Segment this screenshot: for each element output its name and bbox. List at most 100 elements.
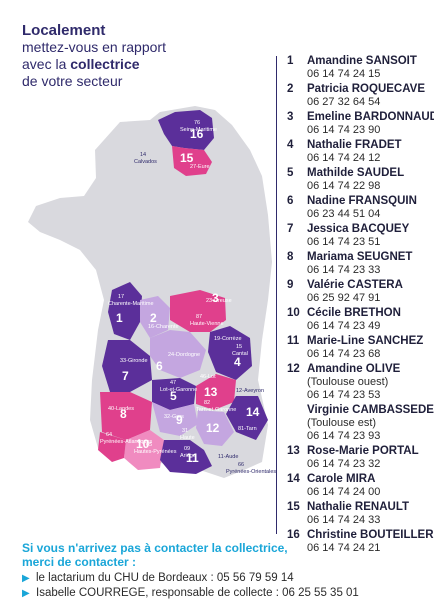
contact-item: 15 Nathalie RENAULT 06 14 74 24 33 xyxy=(287,501,429,527)
contact-name: Mariama SEUGNET xyxy=(307,251,413,263)
map-number: 5 xyxy=(170,389,177,403)
dept-label: Tarn-et-Garonne xyxy=(196,407,236,413)
dept-label: Charente-Maritime xyxy=(108,301,154,307)
contact-item: 5 Mathilde SAUDEL 06 14 74 22 98 xyxy=(287,167,429,193)
dept-label: 40-Landes xyxy=(108,406,134,412)
footer: Si vous n'arrivez pas à contacter la col… xyxy=(22,541,422,601)
france-map: 16 15 1 2 3 4 6 7 5 13 14 8 9 12 10 11 7… xyxy=(28,106,276,478)
map-number: 15 xyxy=(180,151,194,165)
triangle-right-icon: ▶ xyxy=(22,573,30,584)
intro-line-3-pre: avec la xyxy=(22,56,71,72)
footer-title-2: merci de contacter : xyxy=(22,555,137,569)
contact-number: 14 xyxy=(287,473,300,485)
contact-item: 9 Valérie CASTERA 06 25 92 47 91 xyxy=(287,279,429,305)
zone-5 xyxy=(152,378,196,410)
footer-title-1: Si vous n'arrivez pas à contacter la col… xyxy=(22,541,288,555)
dept-label: 47 xyxy=(170,380,176,386)
dept-label: 14 xyxy=(140,152,146,158)
dept-label: 81-Tarn xyxy=(238,426,257,432)
dept-label: Cantal xyxy=(232,351,248,357)
map-number: 6 xyxy=(156,359,163,373)
zone-1 xyxy=(108,282,142,340)
intro-title: Localement xyxy=(22,22,106,39)
contact-item: 4 Nathalie FRADET 06 14 74 24 12 xyxy=(287,139,429,165)
map-number: 13 xyxy=(204,385,218,399)
contact-phone: 06 14 74 23 93 xyxy=(307,430,381,442)
intro-line-2: mettez-vous en rapport xyxy=(22,39,166,55)
contact-phone: 06 23 44 51 04 xyxy=(307,208,381,220)
dept-label: 23-Creuse xyxy=(206,298,232,304)
contact-phone: 06 14 74 24 21 xyxy=(307,542,381,554)
zone-8 xyxy=(100,392,152,440)
contact-item: 14 Carole MIRA 06 14 74 24 00 xyxy=(287,473,429,499)
map-number: 11 xyxy=(186,451,199,465)
dept-label: Pyrénées-Orientales xyxy=(226,469,276,475)
contact-item: 1 Amandine SANSOIT 06 14 74 24 15 xyxy=(287,55,429,81)
footer-contact-responsable: ▶ Isabelle COURREGE, responsable de coll… xyxy=(22,586,422,601)
contact-number: 11 xyxy=(287,335,300,347)
zone-9 xyxy=(152,402,198,436)
dept-label: 66 xyxy=(238,462,244,468)
footer-contact-lactarium: ▶ le lactarium du CHU de Bordeaux : 05 5… xyxy=(22,571,422,586)
contact-name: Mathilde SAUDEL xyxy=(307,167,405,179)
contact-name: Marie-Line SANCHEZ xyxy=(307,335,424,347)
contact-number: 16 xyxy=(287,529,300,541)
zone-12 xyxy=(196,410,234,446)
dept-label: 82 xyxy=(204,400,210,406)
dept-label: 19-Corrèze xyxy=(214,336,242,342)
contact-number: 4 xyxy=(287,139,294,151)
contact-number: 1 xyxy=(287,55,294,67)
contact-number: 3 xyxy=(287,111,294,123)
dept-label: Hautes-Pyrénées xyxy=(134,449,177,455)
contact-name: Christine BOUTEILLER xyxy=(307,529,434,541)
dept-label: 27-Eure xyxy=(190,164,210,170)
dept-label: 64 xyxy=(106,432,112,438)
dept-label: 24-Dordogne xyxy=(168,352,200,358)
zone-15 xyxy=(172,146,212,176)
contact-name: Cécile BRETHON xyxy=(307,307,401,319)
contact-name: Virginie CAMBASSEDES xyxy=(307,404,434,416)
dept-label: Pyrénées-Atlantiques xyxy=(100,439,153,445)
intro-line-3-bold: collectrice xyxy=(70,56,140,72)
map-number: 4 xyxy=(234,355,241,369)
dept-label: Haute xyxy=(180,435,195,441)
dept-label: 17 xyxy=(118,294,124,300)
map-number: 9 xyxy=(176,413,183,427)
zone-pyrenees xyxy=(98,432,126,462)
map-number: 16 xyxy=(190,127,204,141)
contact-number: 7 xyxy=(287,223,294,235)
contact-name: Carole MIRA xyxy=(307,473,376,485)
zone-7 xyxy=(102,340,152,392)
contact-note: (Toulouse est) xyxy=(307,417,377,429)
contact-number: 5 xyxy=(287,167,294,179)
contact-number: 2 xyxy=(287,83,294,95)
contact-item: 10 Cécile BRETHON 06 14 74 23 49 xyxy=(287,307,429,333)
contact-phone: 06 14 74 23 51 xyxy=(307,236,381,248)
contact-item: 8 Mariama SEUGNET 06 14 74 23 33 xyxy=(287,251,429,277)
contact-list: 1 Amandine SANSOIT 06 14 74 24 15 2 Patricia… xyxy=(287,55,434,557)
dept-label: 16-Charente xyxy=(148,324,179,330)
zone-14 xyxy=(226,396,268,440)
map-number: 2 xyxy=(150,311,157,325)
map-number: 14 xyxy=(246,405,260,419)
contact-phone: 06 25 92 47 91 xyxy=(307,292,381,304)
dept-label: 33-Gironde xyxy=(120,358,148,364)
contact-phone: 06 27 32 64 54 xyxy=(307,96,381,108)
contact-name: Amandine SANSOIT xyxy=(307,55,417,67)
contact-phone: 06 14 74 24 15 xyxy=(307,68,381,80)
contact-name: Valérie CASTERA xyxy=(307,279,403,291)
contact-item: 3 Emeline BARDONNAUD 06 14 74 23 90 xyxy=(287,111,434,137)
intro-text: Localement mettez-vous en rapport avec l… xyxy=(22,22,262,90)
contact-number: 12 xyxy=(287,363,300,375)
intro-line-3: avec la collectrice xyxy=(22,56,262,73)
contact-item: 6 Nadine FRANSQUIN 06 23 44 51 04 xyxy=(287,195,429,221)
dept-label: 76 xyxy=(194,120,200,126)
zone-11 xyxy=(160,440,212,474)
dept-label: Seine-Maritime xyxy=(180,127,217,133)
footer-line-1: le lactarium du CHU de Bordeaux : 05 56 … xyxy=(36,572,294,584)
dept-label: 12-Aveyron xyxy=(236,388,264,394)
contact-phone: 06 14 74 23 32 xyxy=(307,458,381,470)
contact-name: Jessica BACQUEY xyxy=(307,223,410,235)
contact-phone: 06 14 74 23 53 xyxy=(307,389,381,401)
zone-3 xyxy=(170,290,226,332)
